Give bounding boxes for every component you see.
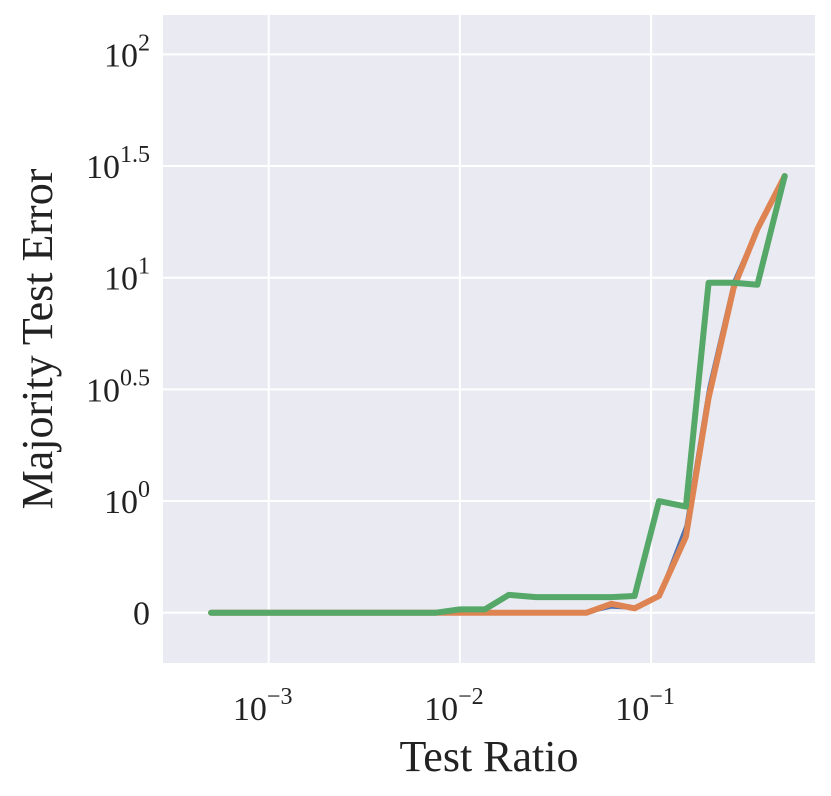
y-tick-label: 102 bbox=[104, 30, 150, 74]
x-tick-label: 10−1 bbox=[615, 684, 675, 728]
x-axis-title: Test Ratio bbox=[399, 732, 578, 781]
x-tick-label: 10−2 bbox=[424, 684, 484, 728]
y-tick-label: 101.5 bbox=[86, 142, 150, 186]
y-tick-label: 100 bbox=[104, 477, 150, 521]
y-tick-label: 100.5 bbox=[86, 365, 150, 409]
y-axis-title: Majority Test Error bbox=[13, 168, 62, 509]
plot-background bbox=[163, 15, 815, 663]
y-tick-label: 101 bbox=[104, 254, 150, 298]
series-line-3 bbox=[208, 173, 788, 616]
y-axis-ticks: 0 100 100.5 101 101.5 102 bbox=[86, 30, 150, 632]
data-series bbox=[208, 173, 788, 616]
x-axis-ticks: 10−3 10−2 10−1 bbox=[233, 684, 675, 728]
y-tick-label: 0 bbox=[133, 596, 150, 633]
x-tick-label: 10−3 bbox=[233, 684, 293, 728]
